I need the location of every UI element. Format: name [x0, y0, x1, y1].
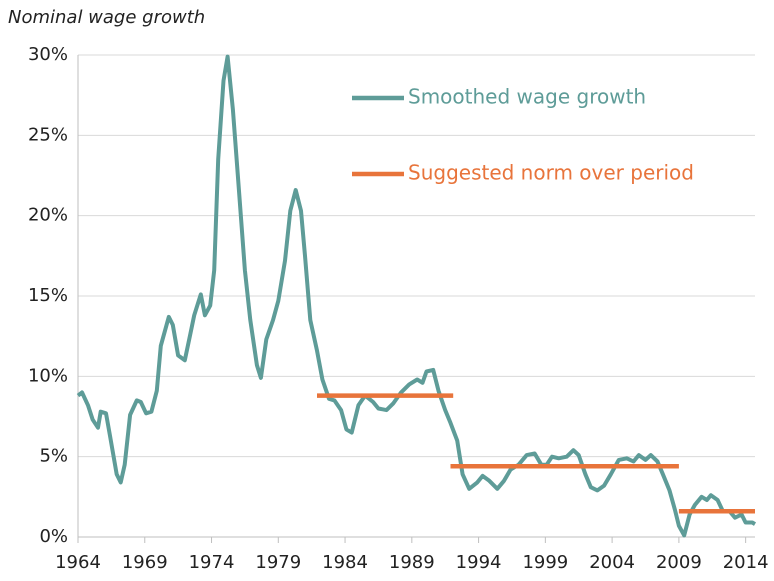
- x-tick-label: 1974: [189, 552, 235, 573]
- x-tick-label: 1994: [456, 552, 502, 573]
- x-tick-label: 1984: [322, 552, 368, 573]
- y-tick-label: 20%: [28, 205, 68, 226]
- y-tick-label: 5%: [39, 446, 68, 467]
- legend-label: Suggested norm over period: [408, 161, 694, 185]
- x-tick-label: 2004: [589, 552, 635, 573]
- x-tick-label: 1999: [522, 552, 568, 573]
- y-tick-label: 0%: [39, 526, 68, 547]
- y-tick-label: 15%: [28, 285, 68, 306]
- x-tick-label: 2009: [656, 552, 702, 573]
- series-line: [76, 54, 757, 538]
- chart-title: Nominal wage growth: [8, 7, 205, 28]
- x-tick-label: 2014: [723, 552, 769, 573]
- x-tick-label: 1969: [122, 552, 168, 573]
- x-tick-label: 1979: [255, 552, 301, 573]
- y-tick-label: 25%: [28, 124, 68, 145]
- y-tick-label: 10%: [28, 365, 68, 386]
- x-tick-label: 1989: [389, 552, 435, 573]
- legend-label: Smoothed wage growth: [408, 85, 646, 109]
- x-tick-label: 1964: [55, 552, 101, 573]
- series-line: [317, 393, 755, 514]
- y-tick-label: 30%: [28, 44, 68, 65]
